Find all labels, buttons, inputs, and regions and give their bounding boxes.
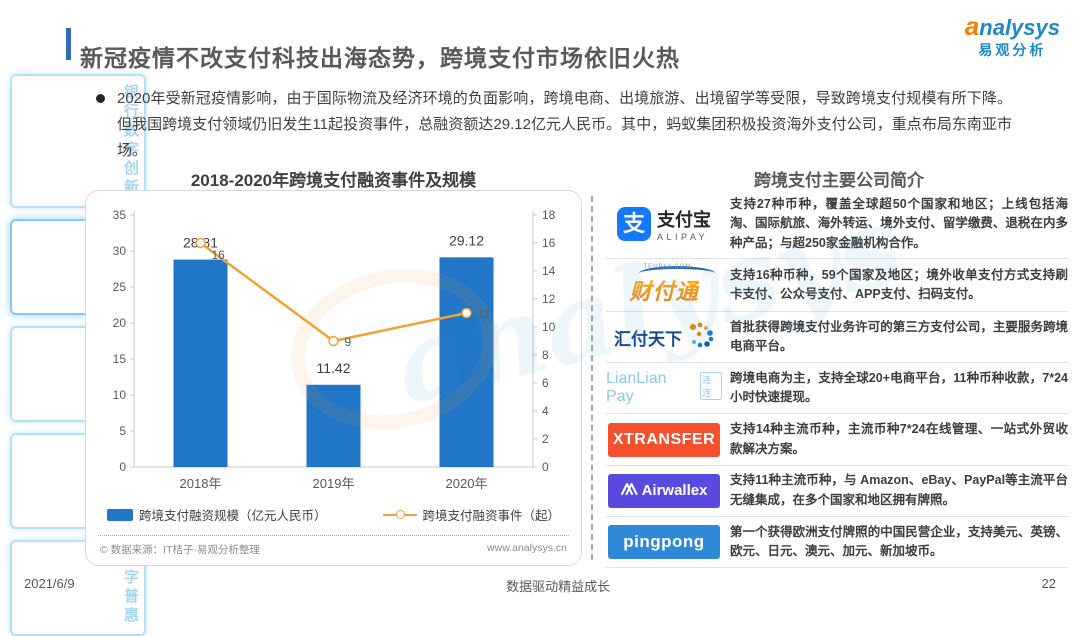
- companies-title: 跨境支付主要公司简介: [754, 171, 924, 190]
- company-row-airwallex: Airwallex 支持11种主流币种，与 Amazon、eBay、PayPal等…: [606, 466, 1068, 517]
- company-row-huifu: 汇付天下 首批获得跨境支付业务许可的第三方支付公司，主要服务跨境电商平台。: [606, 312, 1068, 364]
- airwallex-mark-icon: [620, 481, 638, 500]
- svg-text:2018年: 2018年: [180, 476, 222, 491]
- company-row-xtransfer: XTRANSFER 支持14种主流币种，主流币种7*24在线管理、一站式外贸收款解…: [606, 414, 1068, 466]
- company-row-alipay: 支支付宝 ALIPAY 支持27种币种，覆盖全球超50个国家和地区；上线包括海淘、国…: [606, 190, 1068, 260]
- page-number: 22: [1041, 576, 1056, 591]
- tenpay-logo: TENPAY.COM 财付通: [606, 264, 722, 306]
- legend-bar-swatch-icon: [106, 508, 133, 521]
- xtransfer-logo: XTRANSFER: [606, 422, 722, 457]
- page-footer: 2021/6/9 数据驱动精益成长 22: [0, 576, 1080, 595]
- huifu-logo: 汇付天下: [606, 322, 722, 353]
- svg-text:5: 5: [119, 424, 126, 438]
- huifu-pinwheel-icon: [686, 322, 714, 353]
- summary-text: 2020年受新冠疫情影响，由于国际物流及经济环境的负面影响，跨境电商、出境旅游、…: [117, 90, 1012, 159]
- section-divider: [591, 196, 593, 560]
- svg-text:15: 15: [113, 352, 127, 366]
- chart-canvas: 0 5 10 15 20 25 30 35 0 2 4 6 8 10 12 14 16 18 2018年 2019年 2…: [113, 208, 556, 491]
- tenpay-swoosh-icon: [639, 266, 716, 281]
- svg-text:2: 2: [542, 432, 549, 446]
- page-title: 新冠疫情不改支付科技出海态势，跨境支付市场依旧火热: [80, 45, 680, 72]
- airwallex-logo: Airwallex: [606, 473, 722, 508]
- svg-text:11.42: 11.42: [317, 360, 351, 376]
- summary-block: 2020年受新冠疫情影响，由于国际物流及经济环境的负面影响，跨境电商、出境旅游、…: [96, 86, 1012, 163]
- legend-bar-label: 跨境支付融资规模（亿元人民币）: [138, 509, 327, 523]
- alipay-icon: 支: [617, 207, 651, 242]
- company-row-pingpong: pingpong 第一个获得欧洲支付牌照的中国民营企业，支持美元、英镑、欧元、日元…: [606, 517, 1068, 568]
- xtransfer-badge: XTRANSFER: [608, 422, 720, 457]
- company-desc-huifu: 首批获得跨境支付业务许可的第三方支付公司，主要服务跨境电商平台。: [730, 319, 1068, 354]
- company-desc-xtransfer: 支持14种主流币种，主流币种7*24在线管理、一站式外贸收款解决方案。: [730, 422, 1068, 456]
- svg-text:20: 20: [113, 316, 127, 330]
- company-desc-lianlian: 跨境电商为主，支持全球20+电商平台，11种币种收款，7*24 小时快速提现。: [730, 371, 1068, 405]
- legend-line-label: 跨境支付融资事件（起）: [422, 509, 561, 523]
- svg-text:2020年: 2020年: [446, 476, 488, 491]
- company-desc-airwallex: 支持11种主流币种，与 Amazon、eBay、PayPal等主流平台无缝集成，…: [730, 473, 1068, 507]
- legend-item-bar: 跨境支付融资规模（亿元人民币）: [106, 505, 327, 524]
- company-row-lianlian: LianLian Pay 连连 跨境电商为主，支持全球20+电商平台，11种币种收款…: [606, 363, 1068, 415]
- legend-item-line: 跨境支付融资事件（起）: [382, 505, 561, 524]
- svg-text:29.12: 29.12: [449, 232, 484, 248]
- svg-text:16: 16: [212, 248, 226, 262]
- pingpong-logo: pingpong: [606, 524, 722, 559]
- company-desc-pingpong: 第一个获得欧洲支付牌照的中国民营企业，支持美元、英镑、欧元、日元、澳元、加元、新…: [730, 524, 1068, 558]
- svg-text:11: 11: [478, 307, 491, 321]
- svg-text:8: 8: [542, 348, 549, 362]
- svg-text:25: 25: [113, 280, 127, 294]
- company-row-tenpay: TENPAY.COM 财付通 支持16种币种，59个国家及地区；境外收单支付方式支持…: [606, 259, 1068, 313]
- footer-date: 2021/6/9: [24, 576, 75, 591]
- svg-text:10: 10: [542, 320, 556, 334]
- title-accent-bar: [66, 28, 71, 60]
- svg-text:35: 35: [113, 208, 127, 222]
- chart-card: 0 5 10 15 20 25 30 35 0 2 4 6 8 10 12 14 16 18 2018年 2019年 2…: [85, 190, 582, 566]
- company-desc-tenpay: 支持16种币种，59个国家及地区；境外收单支付方式支持刷卡支付、公众号支付、AP…: [730, 267, 1068, 302]
- legend-line-swatch-icon: [382, 509, 417, 519]
- chart-title: 2018-2020年跨境支付融资事件及规模: [190, 171, 477, 190]
- svg-text:9: 9: [345, 335, 352, 349]
- chart-source-row: © 数据来源：IT桔子·易观分析整理 www.analysys.cn: [98, 535, 569, 557]
- alipay-logo: 支支付宝 ALIPAY: [606, 206, 722, 242]
- analysys-logo-cn: 易观分析: [978, 41, 1047, 58]
- lianlian-logo: LianLian Pay 连连: [606, 370, 722, 406]
- svg-text:16: 16: [542, 236, 556, 250]
- svg-text:18: 18: [542, 208, 556, 222]
- chart-legend: 跨境支付融资规模（亿元人民币） 跨境支付融资事件（起）: [98, 505, 569, 524]
- sidebar-item-bank-digital[interactable]: 银行数字创新: [10, 74, 146, 208]
- svg-text:10: 10: [113, 388, 127, 402]
- chart-source: © 数据来源：IT桔子·易观分析整理: [100, 544, 260, 556]
- svg-text:6: 6: [542, 376, 549, 390]
- footer-slogan: 数据驱动精益成长: [506, 579, 611, 594]
- airwallex-badge: Airwallex: [608, 473, 720, 508]
- analysys-website-link[interactable]: www.analysys.cn: [487, 542, 567, 554]
- svg-text:12: 12: [542, 292, 556, 306]
- svg-text:30: 30: [113, 244, 127, 258]
- analysys-logo-wordmark: analysys: [964, 11, 1060, 41]
- company-list: 支支付宝 ALIPAY 支持27种币种，覆盖全球超50个国家和地区；上线包括海淘、国…: [606, 190, 1068, 568]
- svg-text:4: 4: [542, 404, 549, 418]
- analysys-logo: analysys 易观分析: [965, 12, 1060, 58]
- bullet-icon: [96, 94, 105, 103]
- pingpong-badge: pingpong: [608, 524, 720, 559]
- svg-text:0: 0: [542, 460, 549, 474]
- svg-text:0: 0: [119, 460, 126, 474]
- svg-text:14: 14: [542, 264, 556, 278]
- svg-text:2019年: 2019年: [313, 476, 355, 491]
- company-desc-alipay: 支持27种币种，覆盖全球超50个国家和地区；上线包括海淘、国际航旅、海外转运、境…: [730, 197, 1068, 250]
- analysys-a-icon: a: [964, 11, 980, 41]
